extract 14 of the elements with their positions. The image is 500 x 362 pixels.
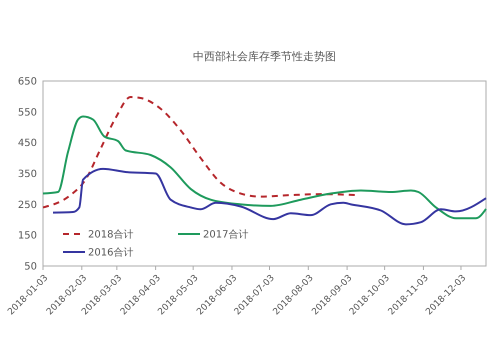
legend-label: 2018合计 — [88, 228, 134, 240]
line-series — [42, 96, 357, 208]
y-tick-label: 250 — [18, 200, 37, 211]
legend-label: 2016合计 — [88, 246, 134, 258]
line-series — [52, 168, 487, 226]
y-tick-label: 150 — [18, 230, 37, 242]
line-series — [42, 115, 487, 220]
y-tick-label: 550 — [18, 107, 37, 118]
y-tick-label: 450 — [18, 138, 37, 150]
legend-label: 2017合计 — [203, 228, 248, 240]
chart-title: 中西部社会库存季节性走势图 — [193, 50, 336, 63]
y-tick-label: 350 — [18, 169, 37, 180]
y-tick-label: 50 — [24, 262, 37, 272]
y-tick-label: 650 — [18, 76, 37, 88]
